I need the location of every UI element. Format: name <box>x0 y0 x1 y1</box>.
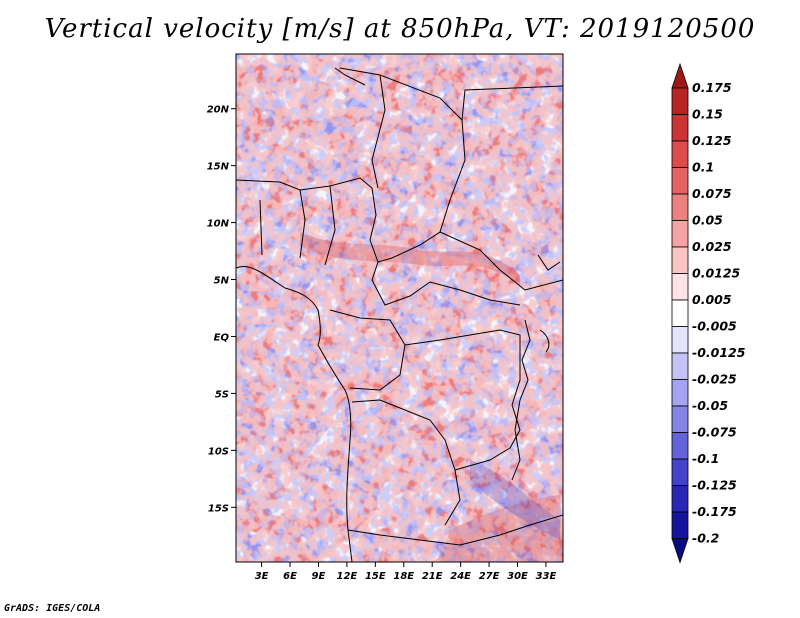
lat-tick-label: 15S <box>208 503 229 514</box>
colorbar-swatch <box>671 299 689 327</box>
colorbar-swatch <box>671 87 689 115</box>
colorbar-label: 0.125 <box>692 133 732 148</box>
lat-tick-label: 15N <box>207 162 230 173</box>
lon-tick-label: 15E <box>365 571 386 582</box>
colorbar-label: -0.0125 <box>692 345 746 360</box>
colorbar-label: 0.175 <box>692 80 732 95</box>
colorbar-label: 0.025 <box>692 239 732 254</box>
colorbar-swatch <box>671 432 689 460</box>
lon-tick-label: 33E <box>536 571 557 582</box>
colorbar-label: -0.2 <box>692 531 719 546</box>
colorbar-swatch <box>671 326 689 354</box>
map-frame <box>235 53 564 563</box>
colorbar-label: -0.075 <box>692 425 737 440</box>
colorbar-swatch <box>671 511 689 539</box>
colorbar-label: -0.025 <box>692 372 737 387</box>
colorbar-swatch <box>671 538 689 564</box>
chart-title: Vertical velocity [m/s] at 850hPa, VT: 2… <box>44 14 756 44</box>
lon-tick-label: 18E <box>393 571 414 582</box>
axis-ticks: 3E 6E 9E 12E 15E 18E 21E 24E 27E 30E 33E 20N 15N 10N 5… <box>207 105 557 582</box>
colorbar-label: 0.15 <box>692 107 723 122</box>
colorbar-label: 0.05 <box>692 213 723 228</box>
lat-tick-label: 20N <box>207 105 230 116</box>
lon-tick-label: 27E <box>479 571 500 582</box>
colorbar-label: 0.075 <box>692 186 732 201</box>
lat-tick-label: 10N <box>207 219 230 230</box>
lat-tick-label: 5S <box>215 389 229 400</box>
lon-tick-label: 6E <box>283 571 297 582</box>
lon-tick-label: 30E <box>507 571 528 582</box>
colorbar-swatch <box>671 114 689 142</box>
colorbar-swatch <box>671 246 689 274</box>
lon-tick-label: 9E <box>312 571 326 582</box>
colorbar-label: -0.05 <box>692 398 728 413</box>
colorbar-label: 0.0125 <box>692 266 741 281</box>
colorbar-label: -0.005 <box>692 319 737 334</box>
colorbar-swatch <box>671 458 689 486</box>
lon-tick-label: 24E <box>450 571 471 582</box>
velocity-field <box>236 54 563 562</box>
lat-tick-label: 5N <box>214 276 230 287</box>
colorbar-swatch <box>671 193 689 221</box>
colorbar-label: 0.005 <box>692 292 732 307</box>
colorbar-label: -0.1 <box>692 451 719 466</box>
colorbar-swatch <box>671 167 689 195</box>
colorbar-label: -0.125 <box>692 478 737 493</box>
colorbar-swatch <box>671 220 689 248</box>
colorbar-label: 0.1 <box>692 160 714 175</box>
colorbar-label: -0.175 <box>692 504 737 519</box>
colorbar: 0.175 0.15 0.125 0.1 0.075 0.05 0.025 0.0125 0.0… <box>671 62 746 564</box>
lat-tick-label: 10S <box>208 446 229 457</box>
colorbar-swatch <box>671 379 689 407</box>
colorbar-swatch <box>671 140 689 168</box>
colorbar-swatch <box>671 485 689 513</box>
lon-tick-label: 3E <box>255 571 269 582</box>
country-borders <box>236 67 563 562</box>
footer-credit: GrADS: IGES/COLA <box>4 603 101 614</box>
colorbar-swatch <box>671 273 689 301</box>
lat-tick-label: EQ <box>214 332 230 343</box>
colorbar-swatch <box>671 352 689 380</box>
lon-tick-label: 21E <box>422 571 443 582</box>
colorbar-swatch <box>671 405 689 433</box>
lon-tick-label: 12E <box>337 571 358 582</box>
colorbar-swatch <box>671 62 689 89</box>
